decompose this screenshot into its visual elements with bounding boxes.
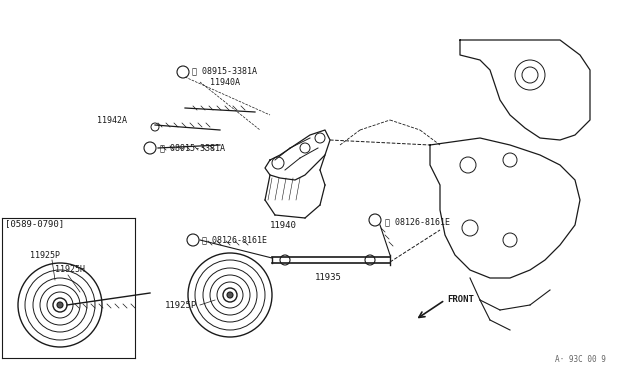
- Text: [0589-0790]: [0589-0790]: [5, 219, 64, 228]
- Text: 11942A: 11942A: [97, 115, 127, 125]
- Text: FRONT: FRONT: [447, 295, 474, 305]
- Text: 11940A: 11940A: [210, 77, 240, 87]
- Text: Ⓦ 08915-3381A: Ⓦ 08915-3381A: [192, 67, 257, 76]
- Text: 11925P: 11925P: [165, 301, 197, 310]
- Text: A· 93C 00 9: A· 93C 00 9: [555, 356, 606, 365]
- Circle shape: [227, 292, 233, 298]
- Text: Ⓑ 08126-8161E: Ⓑ 08126-8161E: [385, 218, 450, 227]
- Circle shape: [57, 302, 63, 308]
- Text: 11940: 11940: [270, 221, 297, 230]
- Text: Ⓑ 08126-8161E: Ⓑ 08126-8161E: [202, 235, 267, 244]
- Text: 11925P: 11925P: [30, 250, 60, 260]
- Text: 11925H: 11925H: [55, 266, 85, 275]
- Text: Ⓥ 08915-3381A: Ⓥ 08915-3381A: [160, 144, 225, 153]
- Text: 11935: 11935: [315, 273, 342, 282]
